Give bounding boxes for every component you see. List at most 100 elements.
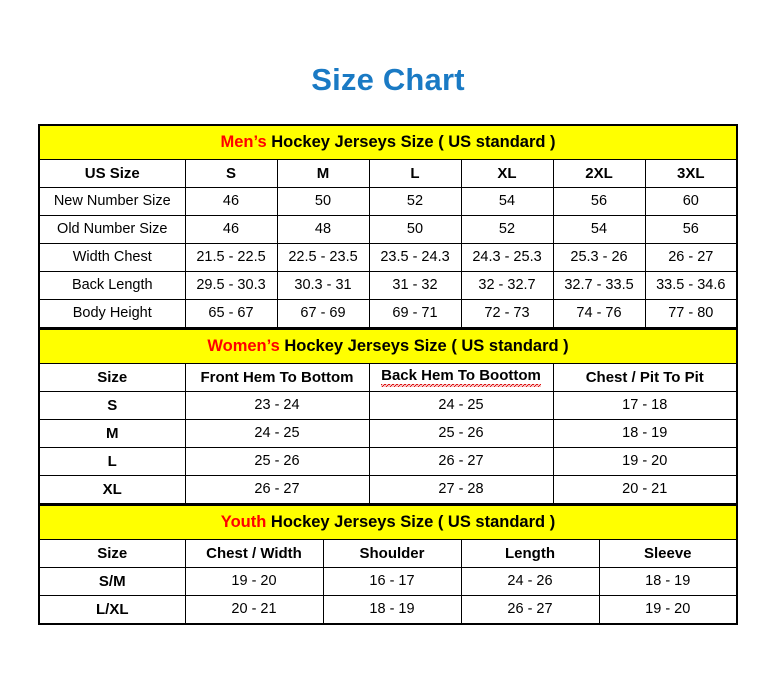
youth-cell-0-3: 18 - 19	[598, 567, 738, 596]
mens-cell-1-4: 54	[552, 215, 646, 244]
youth-size-table: Youth Hockey Jerseys Size ( US standard …	[38, 504, 738, 625]
mens-cell-1-1: 48	[276, 215, 370, 244]
youth-cell-0-0: 19 - 20	[184, 567, 324, 596]
mens-cell-3-4: 32.7 - 33.5	[552, 271, 646, 300]
mens-cell-2-0: 21.5 - 22.5	[184, 243, 278, 272]
womens-col-header-2: Back Hem To Boottom	[368, 363, 554, 392]
mens-row-label-1: Old Number Size	[38, 215, 186, 244]
womens-cell-0-1: 24 - 25	[368, 391, 554, 420]
mens-col-header-1: S	[184, 159, 278, 188]
womens-section-header-cell: Women’s Hockey Jerseys Size ( US standar…	[39, 328, 738, 364]
youth-header-rest: Hockey Jerseys Size ( US standard )	[266, 512, 556, 531]
mens-row-label-3: Back Length	[38, 271, 186, 300]
size-tables-container: Men’s Hockey Jerseys Size ( US standard …	[38, 124, 739, 625]
mens-col-header-2: M	[276, 159, 370, 188]
youth-section-header-cell: Youth Hockey Jerseys Size ( US standard …	[39, 504, 737, 540]
mens-row-label-2: Width Chest	[38, 243, 186, 272]
youth-column-header-row: Size Chest / Width Shoulder Length Sleev…	[38, 539, 738, 568]
mens-column-header-row: US Size S M L XL 2XL 3XL	[38, 159, 738, 188]
womens-row-label-1: M	[38, 419, 186, 448]
womens-section-header-row: Women’s Hockey Jerseys Size ( US standar…	[39, 328, 738, 364]
womens-col-header-0: Size	[38, 363, 186, 392]
table-row: XL 26 - 27 27 - 28 20 - 21	[38, 475, 738, 504]
mens-cell-0-2: 52	[368, 187, 462, 216]
mens-cell-2-4: 25.3 - 26	[552, 243, 646, 272]
mens-cell-4-5: 77 - 80	[644, 299, 738, 328]
mens-cell-4-3: 72 - 73	[460, 299, 554, 328]
womens-cell-0-2: 17 - 18	[552, 391, 738, 420]
mens-cell-1-2: 50	[368, 215, 462, 244]
mens-cell-3-3: 32 - 32.7	[460, 271, 554, 300]
mens-header-rest: Hockey Jerseys Size ( US standard )	[266, 132, 556, 151]
womens-col-header-3: Chest / Pit To Pit	[552, 363, 738, 392]
table-row: New Number Size 46 50 52 54 56 60	[38, 187, 738, 216]
womens-header-accent: Women’s	[207, 336, 280, 355]
mens-cell-4-1: 67 - 69	[276, 299, 370, 328]
mens-cell-1-3: 52	[460, 215, 554, 244]
mens-cell-1-0: 46	[184, 215, 278, 244]
mens-cell-2-2: 23.5 - 24.3	[368, 243, 462, 272]
mens-col-header-5: 2XL	[552, 159, 646, 188]
page-title: Size Chart	[311, 62, 465, 97]
womens-row-label-2: L	[38, 447, 186, 476]
womens-size-table: Women’s Hockey Jerseys Size ( US standar…	[38, 328, 739, 504]
womens-col-header-1: Front Hem To Bottom	[184, 363, 370, 392]
table-row: Width Chest 21.5 - 22.5 22.5 - 23.5 23.5…	[38, 243, 738, 272]
mens-cell-0-4: 56	[552, 187, 646, 216]
mens-cell-2-5: 26 - 27	[644, 243, 738, 272]
mens-size-table: Men’s Hockey Jerseys Size ( US standard …	[38, 124, 739, 328]
youth-cell-1-1: 18 - 19	[322, 595, 462, 625]
mens-cell-4-2: 69 - 71	[368, 299, 462, 328]
youth-cell-1-3: 19 - 20	[598, 595, 738, 625]
youth-col-header-0: Size	[38, 539, 186, 568]
mens-cell-1-5: 56	[644, 215, 738, 244]
table-row: Back Length 29.5 - 30.3 30.3 - 31 31 - 3…	[38, 271, 738, 300]
mens-section-header-row: Men’s Hockey Jerseys Size ( US standard …	[39, 124, 738, 160]
mens-col-header-3: L	[368, 159, 462, 188]
youth-cell-1-0: 20 - 21	[184, 595, 324, 625]
table-row: L/XL 20 - 21 18 - 19 26 - 27 19 - 20	[38, 595, 738, 625]
mens-cell-4-4: 74 - 76	[552, 299, 646, 328]
mens-cell-0-5: 60	[644, 187, 738, 216]
womens-cell-3-1: 27 - 28	[368, 475, 554, 504]
table-row: Old Number Size 46 48 50 52 54 56	[38, 215, 738, 244]
youth-header-accent: Youth	[220, 512, 267, 531]
mens-cell-0-3: 54	[460, 187, 554, 216]
youth-col-header-2: Shoulder	[322, 539, 462, 568]
mens-section-header-cell: Men’s Hockey Jerseys Size ( US standard …	[39, 124, 738, 160]
womens-cell-2-1: 26 - 27	[368, 447, 554, 476]
mens-col-header-6: 3XL	[644, 159, 738, 188]
mens-cell-4-0: 65 - 67	[184, 299, 278, 328]
womens-cell-1-2: 18 - 19	[552, 419, 738, 448]
youth-cell-0-1: 16 - 17	[322, 567, 462, 596]
mens-col-header-4: XL	[460, 159, 554, 188]
womens-cell-1-1: 25 - 26	[368, 419, 554, 448]
womens-row-label-0: S	[38, 391, 186, 420]
youth-col-header-3: Length	[460, 539, 600, 568]
table-row: M 24 - 25 25 - 26 18 - 19	[38, 419, 738, 448]
womens-column-header-row: Size Front Hem To Bottom Back Hem To Boo…	[38, 363, 738, 392]
table-row: L 25 - 26 26 - 27 19 - 20	[38, 447, 738, 476]
youth-cell-0-2: 24 - 26	[460, 567, 600, 596]
table-row: S/M 19 - 20 16 - 17 24 - 26 18 - 19	[38, 567, 738, 596]
table-row: S 23 - 24 24 - 25 17 - 18	[38, 391, 738, 420]
womens-cell-2-0: 25 - 26	[184, 447, 370, 476]
misspelled-word-boottom: Back Hem To Boottom	[381, 368, 541, 387]
mens-cell-3-5: 33.5 - 34.6	[644, 271, 738, 300]
mens-cell-0-0: 46	[184, 187, 278, 216]
mens-cell-3-1: 30.3 - 31	[276, 271, 370, 300]
womens-header-rest: Hockey Jerseys Size ( US standard )	[279, 336, 569, 355]
womens-cell-3-2: 20 - 21	[552, 475, 738, 504]
womens-cell-0-0: 23 - 24	[184, 391, 370, 420]
youth-cell-1-2: 26 - 27	[460, 595, 600, 625]
mens-cell-0-1: 50	[276, 187, 370, 216]
mens-row-label-4: Body Height	[38, 299, 186, 328]
mens-cell-2-3: 24.3 - 25.3	[460, 243, 554, 272]
mens-row-label-0: New Number Size	[38, 187, 186, 216]
womens-cell-2-2: 19 - 20	[552, 447, 738, 476]
womens-cell-3-0: 26 - 27	[184, 475, 370, 504]
mens-cell-2-1: 22.5 - 23.5	[276, 243, 370, 272]
mens-col-header-0: US Size	[38, 159, 186, 188]
mens-cell-3-0: 29.5 - 30.3	[184, 271, 278, 300]
